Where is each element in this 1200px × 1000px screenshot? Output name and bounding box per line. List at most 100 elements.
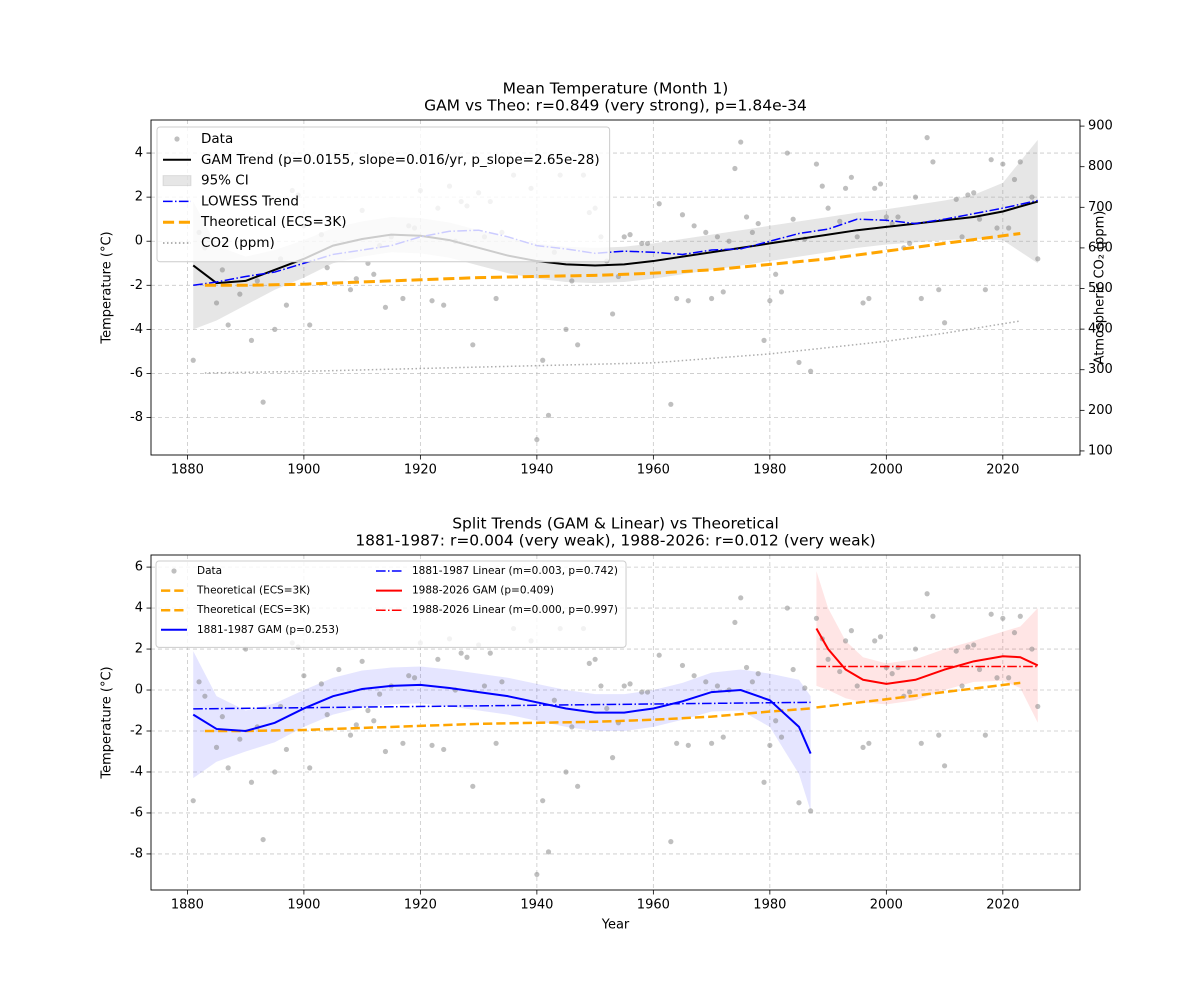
data-point: [545, 412, 552, 418]
data-point: [336, 666, 342, 673]
data-point: [738, 139, 744, 145]
data-point: [726, 238, 732, 244]
y-tick-label: -2: [130, 724, 143, 739]
data-point: [1035, 703, 1041, 710]
data-point: [720, 289, 726, 295]
data-point: [365, 707, 371, 714]
x-tick-label: 2020: [986, 463, 1019, 478]
data-point: [936, 287, 942, 293]
y-axis-label: Temperature (°C): [100, 666, 115, 779]
chart-title: Mean Temperature (Month 1): [503, 80, 729, 98]
data-point: [441, 302, 447, 308]
data-point: [959, 683, 965, 689]
x-axis-label: Year: [601, 918, 630, 933]
data-point: [569, 724, 575, 730]
x-tick-label: 1980: [753, 898, 786, 913]
data-point: [551, 697, 557, 703]
data-point: [668, 401, 674, 407]
data-point: [767, 298, 773, 304]
data-point: [895, 664, 901, 671]
y-tick-label: -8: [130, 410, 143, 425]
data-point: [866, 295, 872, 302]
data-point: [796, 359, 802, 366]
data-point: [918, 740, 924, 746]
data-point: [190, 798, 196, 804]
data-point: [912, 194, 919, 200]
legend-frame: [156, 126, 611, 263]
data-point: [563, 326, 569, 332]
data-point: [260, 399, 266, 405]
data-point: [196, 679, 202, 685]
data-point: [714, 683, 721, 689]
data-point: [784, 150, 790, 156]
data-point: [213, 744, 220, 750]
y2-axis-label: Atmospheric CO₂ (ppm): [1093, 211, 1108, 365]
legend: Data Theoretical (ECS=3K) Theoretical (ECS…: [155, 560, 627, 648]
data-point: [464, 654, 470, 660]
legend-label: Data: [201, 131, 233, 147]
y-tick-label: 4: [135, 601, 143, 616]
data-point: [481, 683, 488, 689]
data-point: [784, 605, 790, 611]
data-point: [691, 673, 697, 679]
legend-label: Theoretical (ECS=3K): [196, 604, 310, 616]
data-point: [808, 368, 814, 374]
data-point: [540, 798, 546, 804]
data-point: [842, 185, 849, 191]
legend-frame: [155, 560, 627, 648]
data-point: [796, 800, 802, 806]
data-point: [930, 159, 936, 165]
data-point: [627, 681, 633, 687]
data-point: [895, 214, 901, 220]
data-point: [761, 779, 767, 785]
data-point: [743, 664, 750, 671]
y2-tick-label: 900: [1088, 119, 1113, 134]
y-tick-label: -6: [130, 366, 143, 381]
data-point: [371, 718, 377, 724]
data-point: [761, 337, 767, 343]
data-point: [1017, 613, 1023, 619]
data-point: [1011, 630, 1018, 636]
data-point: [866, 740, 872, 746]
x-tick-label: 1920: [404, 898, 437, 913]
x-tick-label: 2020: [986, 898, 1019, 913]
data-point: [534, 436, 540, 443]
data-point: [470, 342, 476, 348]
data-point: [936, 732, 942, 738]
chart-subtitle: 1881-1987: r=0.004 (very weak), 1988-202…: [355, 532, 875, 550]
data-point: [301, 673, 307, 679]
data-point: [656, 652, 662, 658]
data-point: [371, 271, 377, 277]
y2-tick-label: 800: [1088, 159, 1113, 174]
y-tick-label: -6: [130, 805, 143, 820]
y-tick-label: -2: [130, 278, 143, 293]
data-point: [470, 783, 476, 789]
data-point: [563, 769, 569, 775]
legend-marker: [162, 175, 192, 187]
data-point: [219, 714, 225, 720]
data-point: [260, 836, 266, 843]
trend-line: [204, 232, 1021, 287]
confidence-band: [816, 571, 1038, 723]
y-tick-label: 2: [135, 642, 143, 657]
data-point: [790, 666, 796, 673]
y2-tick-label: 500: [1088, 281, 1113, 296]
data-point: [679, 662, 686, 669]
data-point: [1029, 194, 1035, 200]
data-point: [738, 595, 744, 601]
data-point: [1035, 256, 1041, 262]
data-point: [621, 683, 627, 689]
data-point: [1017, 159, 1023, 165]
data-point: [598, 683, 604, 689]
data-point: [225, 765, 231, 771]
data-point: [872, 185, 878, 191]
data-point: [1000, 615, 1006, 621]
data-point: [644, 240, 651, 247]
data-point: [656, 201, 662, 207]
data-point: [709, 295, 715, 302]
data-point: [877, 181, 884, 187]
axes-frame: [150, 119, 1081, 456]
x-tick-label: 1900: [287, 898, 320, 913]
data-point: [679, 212, 686, 218]
data-point: [627, 232, 633, 238]
